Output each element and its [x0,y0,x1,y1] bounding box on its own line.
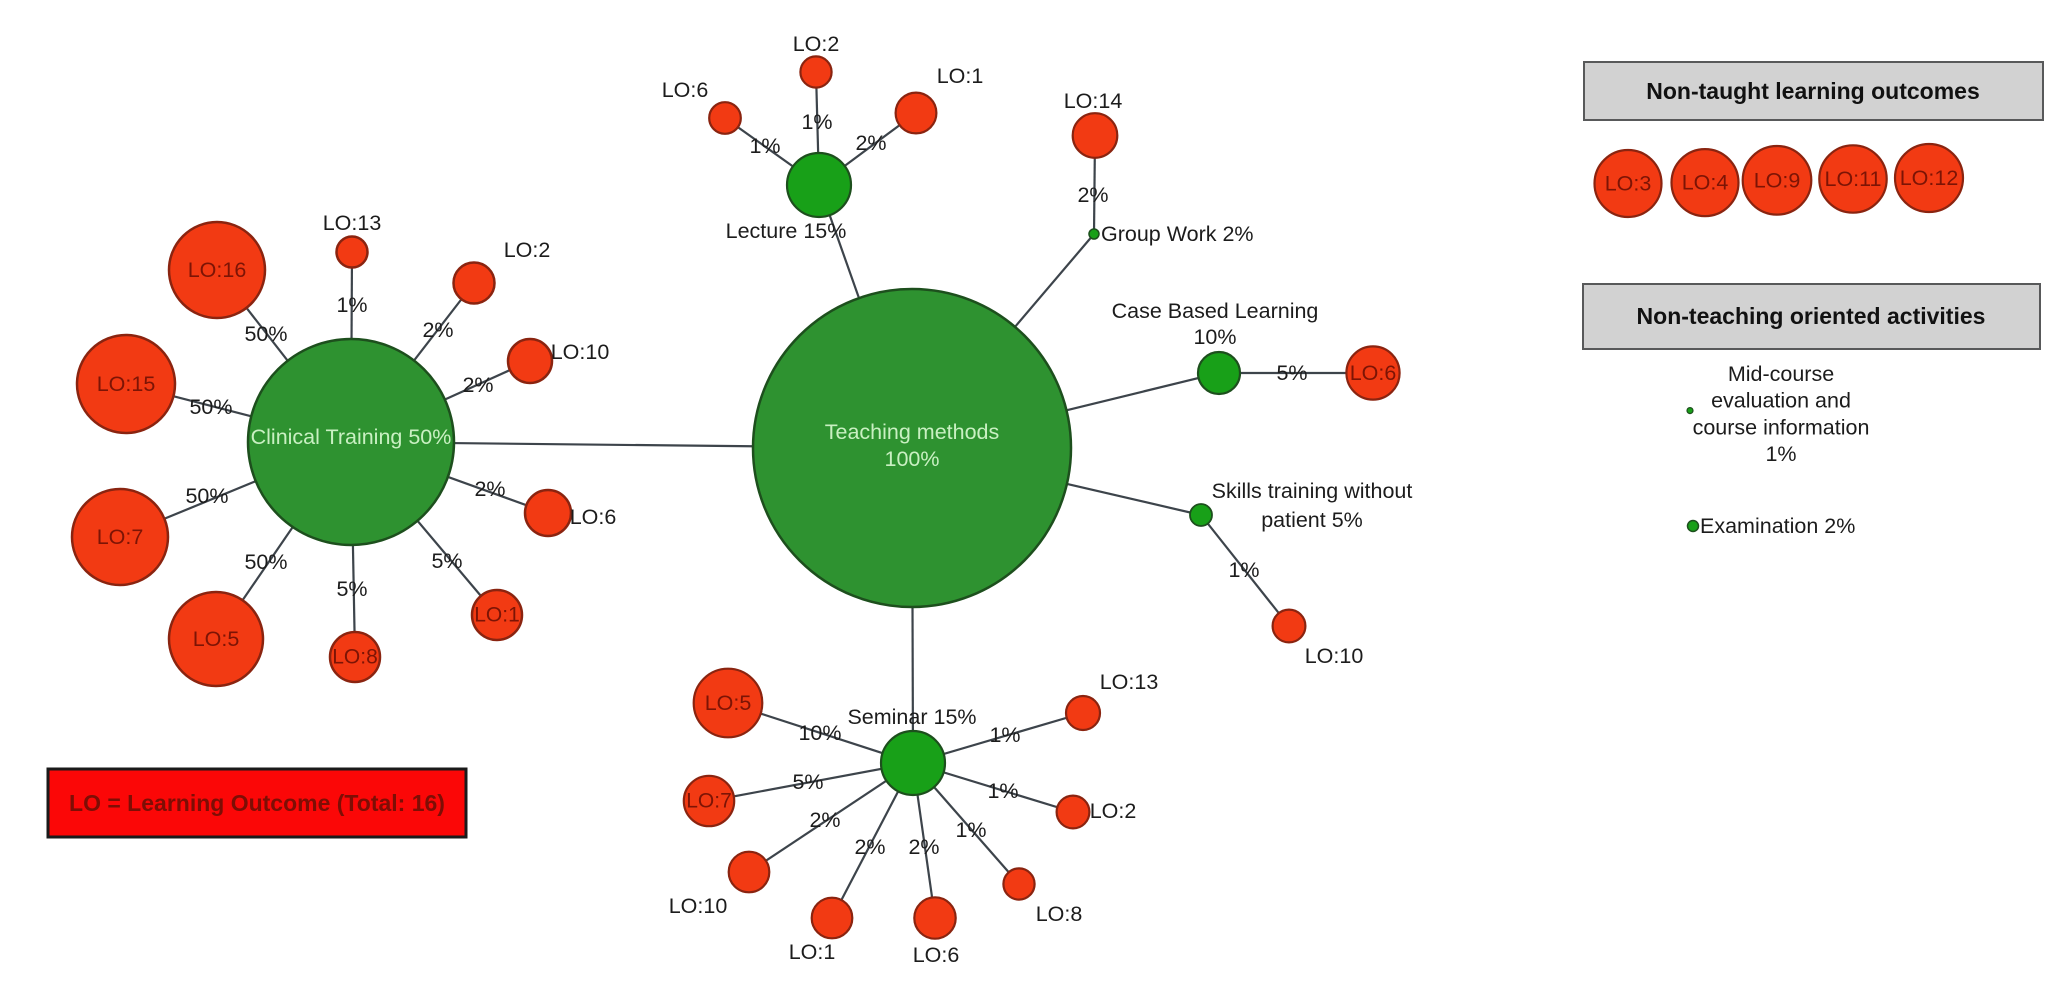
svg-text:course information: course information [1693,415,1870,439]
svg-text:LO:3: LO:3 [1605,172,1652,196]
svg-text:LO:16: LO:16 [188,258,247,282]
svg-text:2%: 2% [1077,183,1108,207]
svg-text:LO:2: LO:2 [793,32,840,56]
svg-text:LO:2: LO:2 [504,238,551,262]
svg-text:LO:6: LO:6 [913,943,960,967]
svg-text:LO:6: LO:6 [662,78,709,102]
svg-text:1%: 1% [801,110,832,134]
svg-text:LO:13: LO:13 [1100,670,1159,694]
svg-text:Skills training without: Skills training without [1212,479,1413,503]
svg-text:evaluation and: evaluation and [1711,389,1851,413]
svg-text:LO:14: LO:14 [1064,89,1123,113]
svg-text:Clinical Training 50%: Clinical Training 50% [251,425,452,449]
svg-text:50%: 50% [244,322,287,346]
svg-text:LO:6: LO:6 [1350,361,1397,385]
svg-text:Seminar 15%: Seminar 15% [847,705,976,729]
svg-text:1%: 1% [1228,558,1259,582]
svg-text:LO:9: LO:9 [1754,168,1801,192]
svg-text:LO:7: LO:7 [97,525,144,549]
svg-text:2%: 2% [854,835,885,859]
svg-text:LO:1: LO:1 [789,940,836,964]
svg-text:5%: 5% [1276,361,1307,385]
svg-text:2%: 2% [474,477,505,501]
svg-text:LO:10: LO:10 [551,340,610,364]
svg-text:50%: 50% [244,550,287,574]
svg-text:2%: 2% [908,835,939,859]
svg-text:5%: 5% [431,549,462,573]
svg-text:100%: 100% [885,447,940,471]
svg-text:LO:4: LO:4 [1682,171,1729,195]
svg-text:1%: 1% [989,723,1020,747]
svg-text:2%: 2% [855,131,886,155]
svg-text:Mid-course: Mid-course [1728,362,1834,386]
svg-text:LO:1: LO:1 [937,64,984,88]
svg-text:5%: 5% [336,577,367,601]
svg-text:Non-taught learning outcomes: Non-taught learning outcomes [1646,78,1980,104]
svg-text:5%: 5% [792,770,823,794]
svg-text:LO:5: LO:5 [705,691,752,715]
svg-text:LO:6: LO:6 [570,505,617,529]
svg-text:LO:10: LO:10 [1305,644,1364,668]
svg-text:Lecture 15%: Lecture 15% [726,219,847,243]
svg-text:50%: 50% [189,395,232,419]
svg-text:LO:8: LO:8 [1036,902,1083,926]
svg-text:Examination 2%: Examination 2% [1700,514,1855,538]
svg-text:1%: 1% [987,779,1018,803]
svg-text:1%: 1% [1765,442,1796,466]
svg-text:2%: 2% [462,373,493,397]
svg-text:LO:15: LO:15 [97,372,156,396]
svg-text:LO:11: LO:11 [1825,167,1882,191]
svg-text:Group Work 2%: Group Work 2% [1101,222,1254,246]
svg-text:LO:10: LO:10 [669,894,728,918]
svg-text:2%: 2% [809,808,840,832]
svg-text:LO:13: LO:13 [323,211,382,235]
svg-text:1%: 1% [336,293,367,317]
svg-text:Teaching methods: Teaching methods [825,420,1000,444]
svg-text:LO:8: LO:8 [332,646,378,669]
svg-text:LO:2: LO:2 [1090,799,1137,823]
svg-text:10%: 10% [798,721,841,745]
svg-text:patient 5%: patient 5% [1261,508,1363,532]
svg-text:1%: 1% [955,818,986,842]
svg-text:Non-teaching oriented activiti: Non-teaching oriented activities [1637,303,1986,329]
svg-text:LO:7: LO:7 [686,790,732,813]
svg-text:1%: 1% [749,134,780,158]
svg-text:50%: 50% [185,484,228,508]
svg-text:10%: 10% [1193,325,1236,349]
svg-text:LO:5: LO:5 [193,627,240,651]
svg-text:LO:1: LO:1 [474,604,520,627]
svg-text:Case Based Learning: Case Based Learning [1112,299,1319,323]
svg-text:LO = Learning Outcome (Total:: LO = Learning Outcome (Total: 16) [69,790,445,816]
svg-text:2%: 2% [422,318,453,342]
svg-text:LO:12: LO:12 [1900,166,1959,190]
